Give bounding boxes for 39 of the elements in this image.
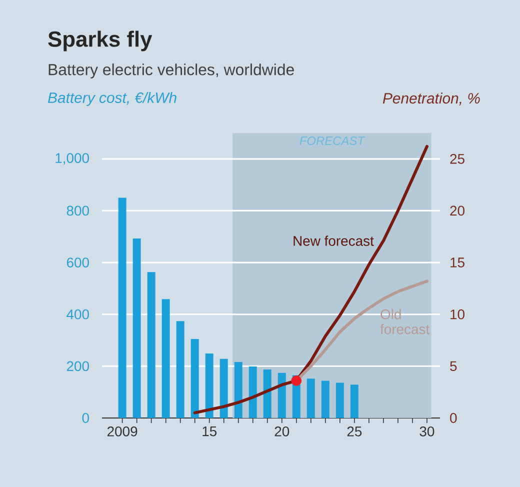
y2-tick-label: 0 xyxy=(450,413,457,423)
bar xyxy=(278,372,286,418)
chart-title: Sparks fly xyxy=(48,30,152,52)
chart-subtitle: Battery electric vehicles, worldwide xyxy=(48,64,294,78)
band-label: FORECAST xyxy=(300,136,366,145)
bar xyxy=(321,380,330,418)
x-tick-label: 30 xyxy=(420,426,434,436)
bar xyxy=(220,358,228,418)
y-tick-label: 200 xyxy=(66,361,89,372)
y2-tick-label: 5 xyxy=(450,361,457,372)
bar xyxy=(205,353,214,418)
y-tick-label: 600 xyxy=(66,258,89,268)
x-tick-label: 15 xyxy=(202,426,217,436)
bar xyxy=(336,382,344,418)
y-tick-label: 800 xyxy=(66,206,89,216)
bar xyxy=(147,272,156,418)
y-tick-label: 0 xyxy=(82,413,89,423)
bar xyxy=(176,321,184,418)
bar xyxy=(132,238,141,418)
bar xyxy=(118,198,126,418)
y-axis-title: Battery cost, €/kWh xyxy=(48,92,176,106)
y-tick-label: 1,000 xyxy=(56,153,89,165)
bar xyxy=(248,366,257,418)
y2-axis-title: Penetration, % xyxy=(382,92,480,106)
bar xyxy=(306,378,315,418)
bar xyxy=(190,338,199,418)
y2-tick-label: 25 xyxy=(450,154,464,164)
x-tick-label: 20 xyxy=(274,426,290,436)
y2-tick-label: 20 xyxy=(450,206,464,216)
series-label: New forecast xyxy=(294,236,374,246)
bar xyxy=(350,384,358,418)
y2-tick-label: 15 xyxy=(450,258,464,268)
bar xyxy=(162,299,170,418)
bar xyxy=(263,370,272,418)
x-tick-label: 25 xyxy=(347,426,362,436)
bar xyxy=(234,362,242,418)
y-tick-label: 400 xyxy=(66,309,89,320)
x-tick-label: 2009 xyxy=(108,426,138,436)
y2-tick-label: 10 xyxy=(450,309,464,320)
